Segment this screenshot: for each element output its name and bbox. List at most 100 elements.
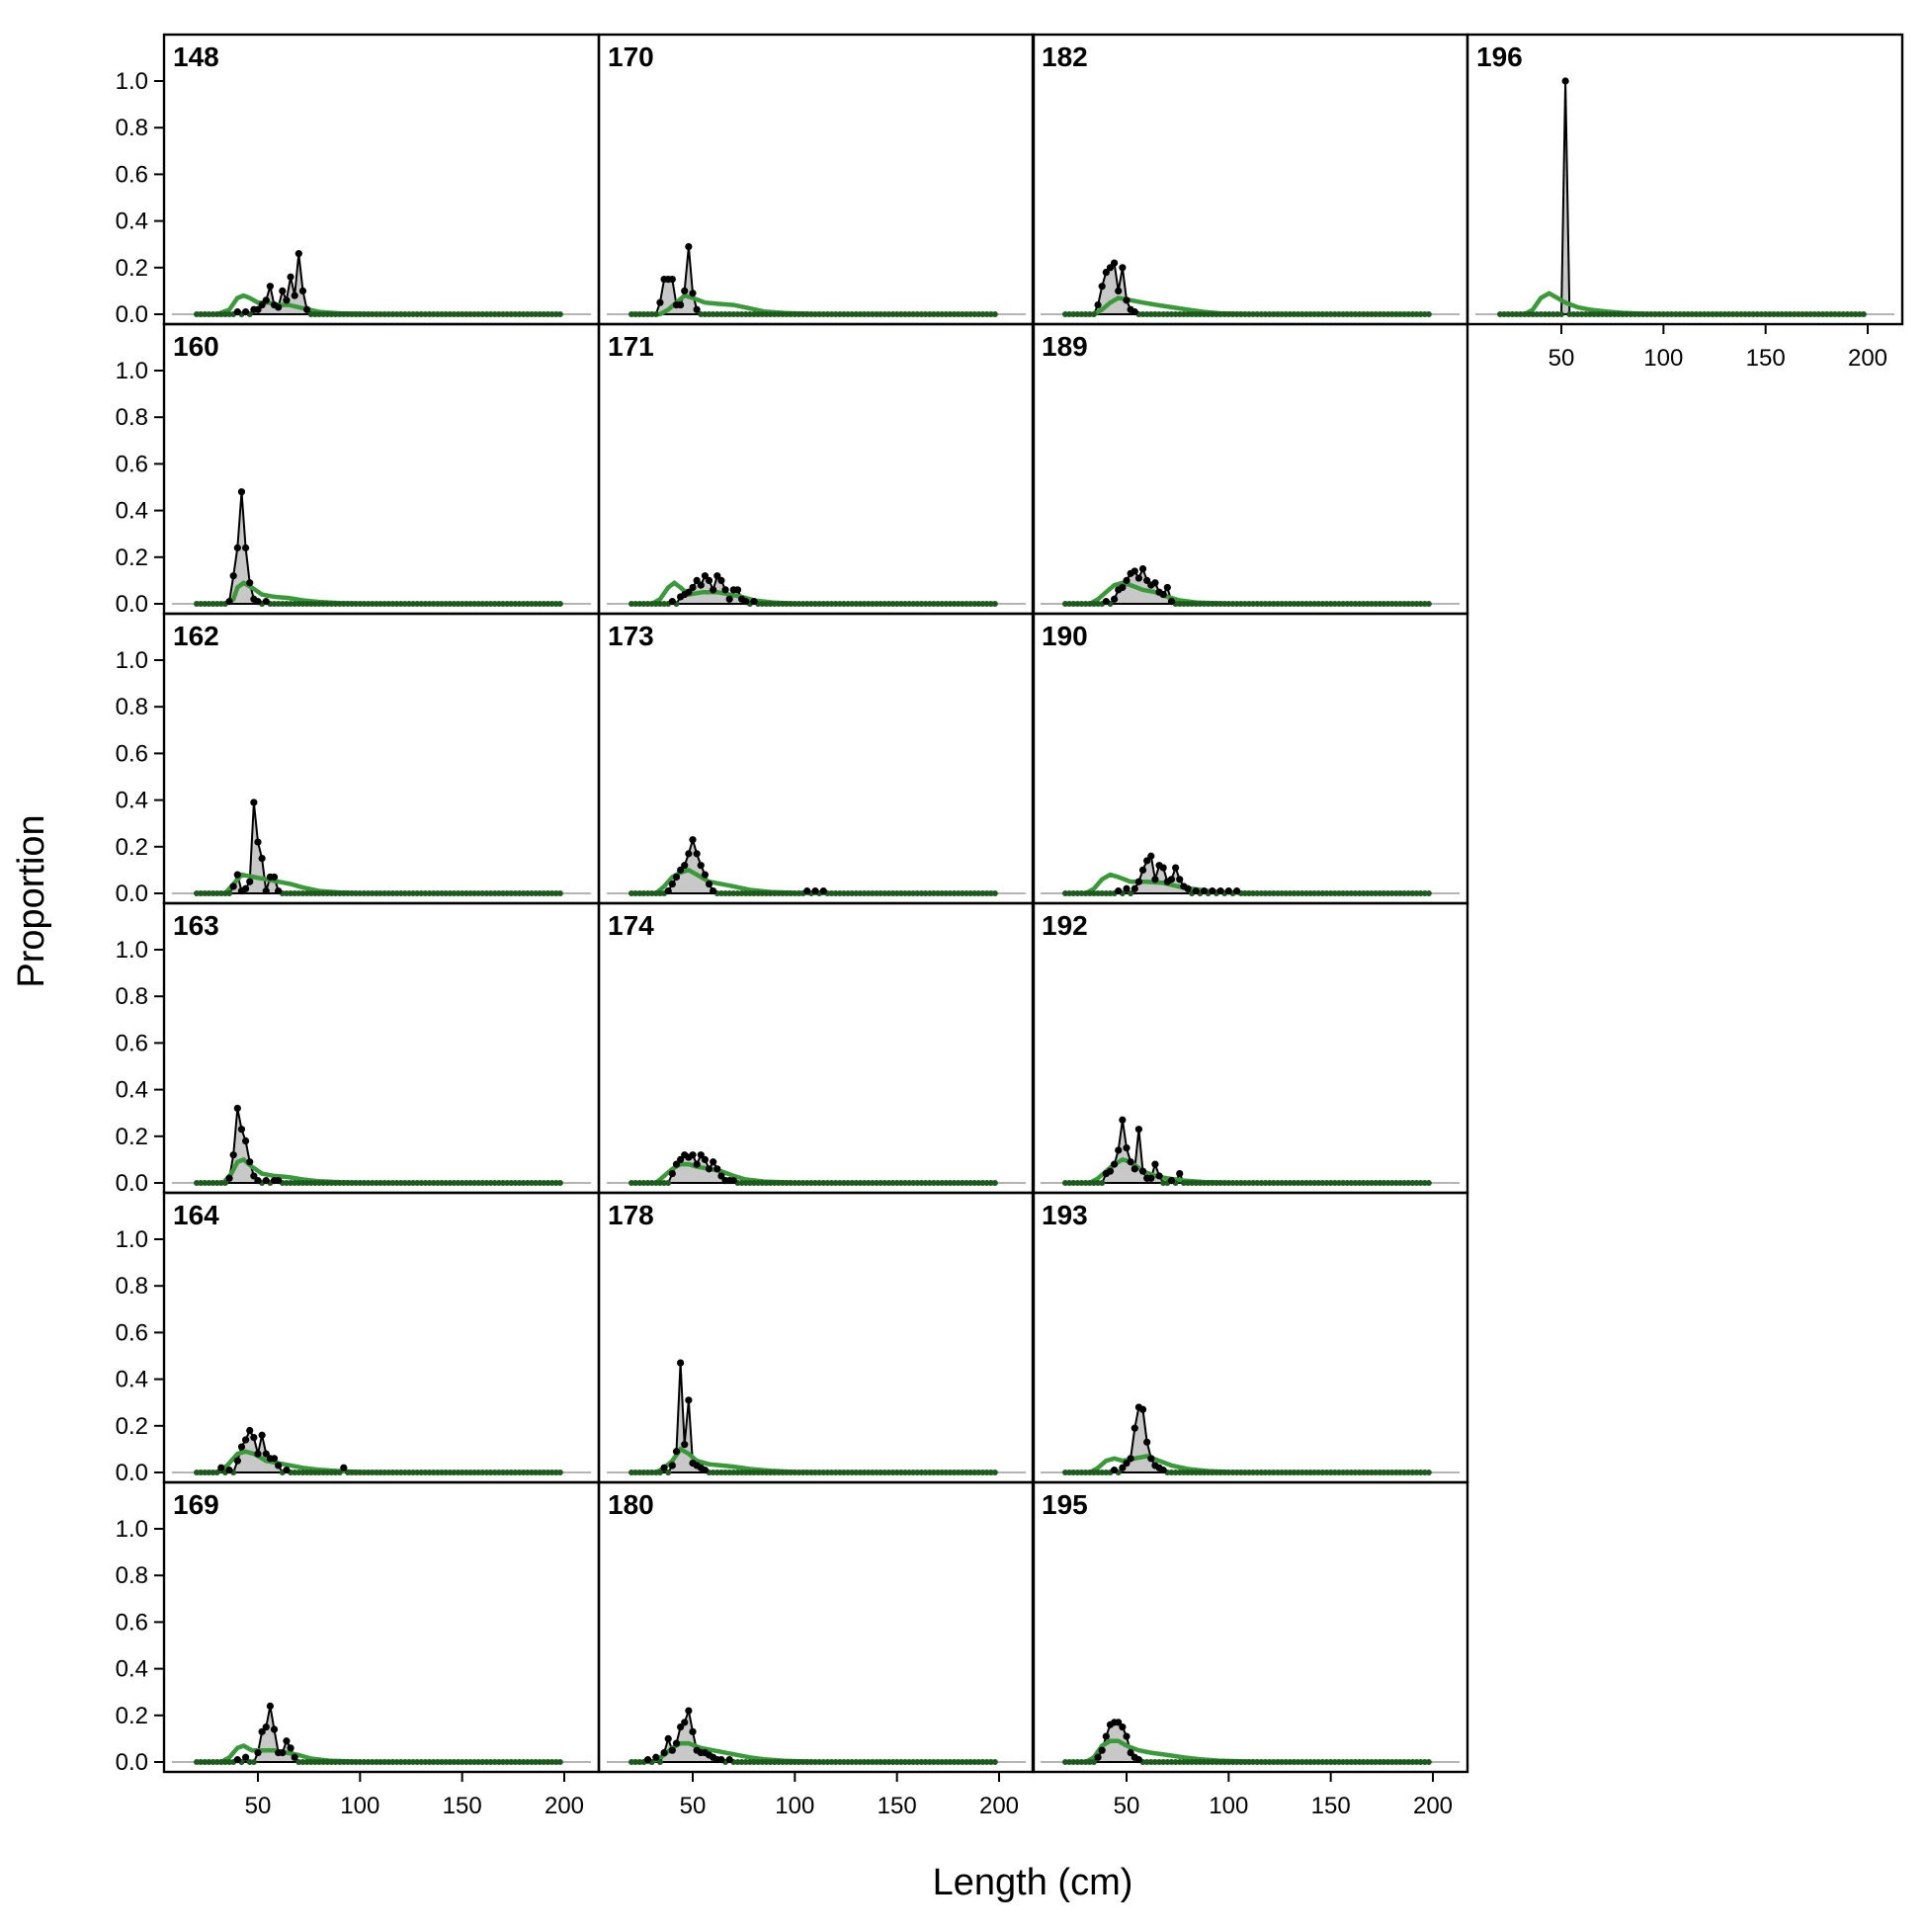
expected-point bbox=[1315, 311, 1322, 317]
panel-frame bbox=[597, 322, 1036, 616]
expected-point bbox=[491, 1759, 498, 1765]
expected-point bbox=[832, 601, 839, 607]
expected-point bbox=[495, 601, 502, 607]
expected-point bbox=[1299, 601, 1305, 607]
expected-point bbox=[763, 1180, 770, 1186]
expected-point bbox=[1074, 311, 1081, 317]
expected-point bbox=[213, 1180, 220, 1186]
expected-point bbox=[471, 890, 478, 896]
expected-point bbox=[1401, 601, 1408, 607]
expected-point bbox=[1417, 1759, 1424, 1765]
expected-point bbox=[857, 601, 864, 607]
expected-point bbox=[336, 1180, 343, 1186]
expected-point bbox=[1401, 1759, 1408, 1765]
observed-point bbox=[1098, 283, 1106, 291]
expected-point bbox=[202, 601, 209, 607]
expected-point bbox=[491, 890, 498, 896]
panel-frame bbox=[1031, 1480, 1469, 1774]
panel-label: 171 bbox=[608, 331, 654, 362]
expected-point bbox=[775, 1470, 782, 1475]
observed-point bbox=[242, 1436, 250, 1444]
expected-point bbox=[914, 311, 921, 317]
expected-point bbox=[1270, 1470, 1277, 1475]
expected-point bbox=[1413, 601, 1420, 607]
expected-point bbox=[943, 601, 950, 607]
expected-point bbox=[878, 601, 884, 607]
expected-point bbox=[324, 601, 331, 607]
expected-point bbox=[869, 1470, 876, 1475]
expected-point bbox=[1197, 311, 1204, 317]
expected-point bbox=[397, 311, 404, 317]
expected-point bbox=[311, 1470, 318, 1475]
expected-point bbox=[799, 1759, 806, 1765]
expected-point bbox=[775, 890, 782, 896]
expected-point bbox=[1217, 311, 1224, 317]
expected-point bbox=[487, 311, 494, 317]
expected-point bbox=[548, 890, 555, 896]
expected-point bbox=[975, 890, 982, 896]
observed-point bbox=[1151, 579, 1159, 587]
expected-point bbox=[389, 1470, 396, 1475]
expected-point bbox=[209, 311, 216, 317]
expected-point bbox=[1373, 1470, 1380, 1475]
observed-point bbox=[254, 1450, 262, 1458]
expected-point bbox=[202, 890, 209, 896]
expected-point bbox=[788, 1759, 795, 1765]
expected-point bbox=[1172, 1759, 1179, 1765]
expected-point bbox=[381, 1180, 388, 1186]
expected-point bbox=[487, 1759, 494, 1765]
expected-point bbox=[1377, 311, 1383, 317]
expected-point bbox=[209, 1470, 216, 1475]
expected-point bbox=[792, 1470, 798, 1475]
expected-point bbox=[816, 311, 823, 317]
observed-point bbox=[811, 887, 819, 895]
expected-point bbox=[1274, 890, 1281, 896]
expected-point bbox=[434, 1470, 441, 1475]
observed-point bbox=[1123, 1459, 1131, 1468]
expected-point bbox=[226, 890, 233, 896]
expected-point bbox=[475, 311, 482, 317]
expected-point bbox=[1364, 1759, 1371, 1765]
observed-point bbox=[246, 579, 254, 587]
observed-point bbox=[1119, 1116, 1127, 1124]
expected-point bbox=[500, 311, 506, 317]
expected-point bbox=[1283, 601, 1290, 607]
expected-point bbox=[194, 1759, 200, 1765]
observed-point bbox=[717, 1172, 725, 1180]
expected-point bbox=[951, 311, 958, 317]
expected-point bbox=[303, 601, 310, 607]
panel-frame bbox=[1031, 901, 1469, 1195]
expected-point bbox=[828, 1470, 835, 1475]
expected-point bbox=[1086, 1180, 1093, 1186]
expected-point bbox=[389, 1759, 396, 1765]
expected-point bbox=[632, 601, 639, 607]
expected-point bbox=[545, 601, 551, 607]
expected-point bbox=[202, 1470, 209, 1475]
expected-point bbox=[1086, 1759, 1093, 1765]
expected-point bbox=[771, 1470, 778, 1475]
expected-point bbox=[320, 1180, 327, 1186]
expected-point bbox=[1074, 601, 1081, 607]
expected-point bbox=[1685, 311, 1692, 317]
expected-point bbox=[975, 311, 982, 317]
expected-point bbox=[479, 890, 486, 896]
expected-point bbox=[226, 1759, 233, 1765]
expected-point bbox=[1388, 601, 1395, 607]
expected-point bbox=[971, 1180, 978, 1186]
expected-point bbox=[1647, 311, 1654, 317]
expected-point bbox=[548, 311, 555, 317]
expected-point bbox=[734, 890, 741, 896]
expected-point bbox=[983, 1470, 990, 1475]
observed-point bbox=[1111, 1467, 1119, 1474]
expected-point bbox=[901, 601, 908, 607]
expected-point bbox=[1381, 890, 1387, 896]
expected-point bbox=[533, 601, 540, 607]
expected-point bbox=[771, 890, 778, 896]
expected-point bbox=[504, 1180, 511, 1186]
expected-point bbox=[1291, 311, 1298, 317]
observed-point bbox=[652, 1753, 660, 1761]
expected-point bbox=[430, 1470, 437, 1475]
expected-point bbox=[1103, 1470, 1110, 1475]
